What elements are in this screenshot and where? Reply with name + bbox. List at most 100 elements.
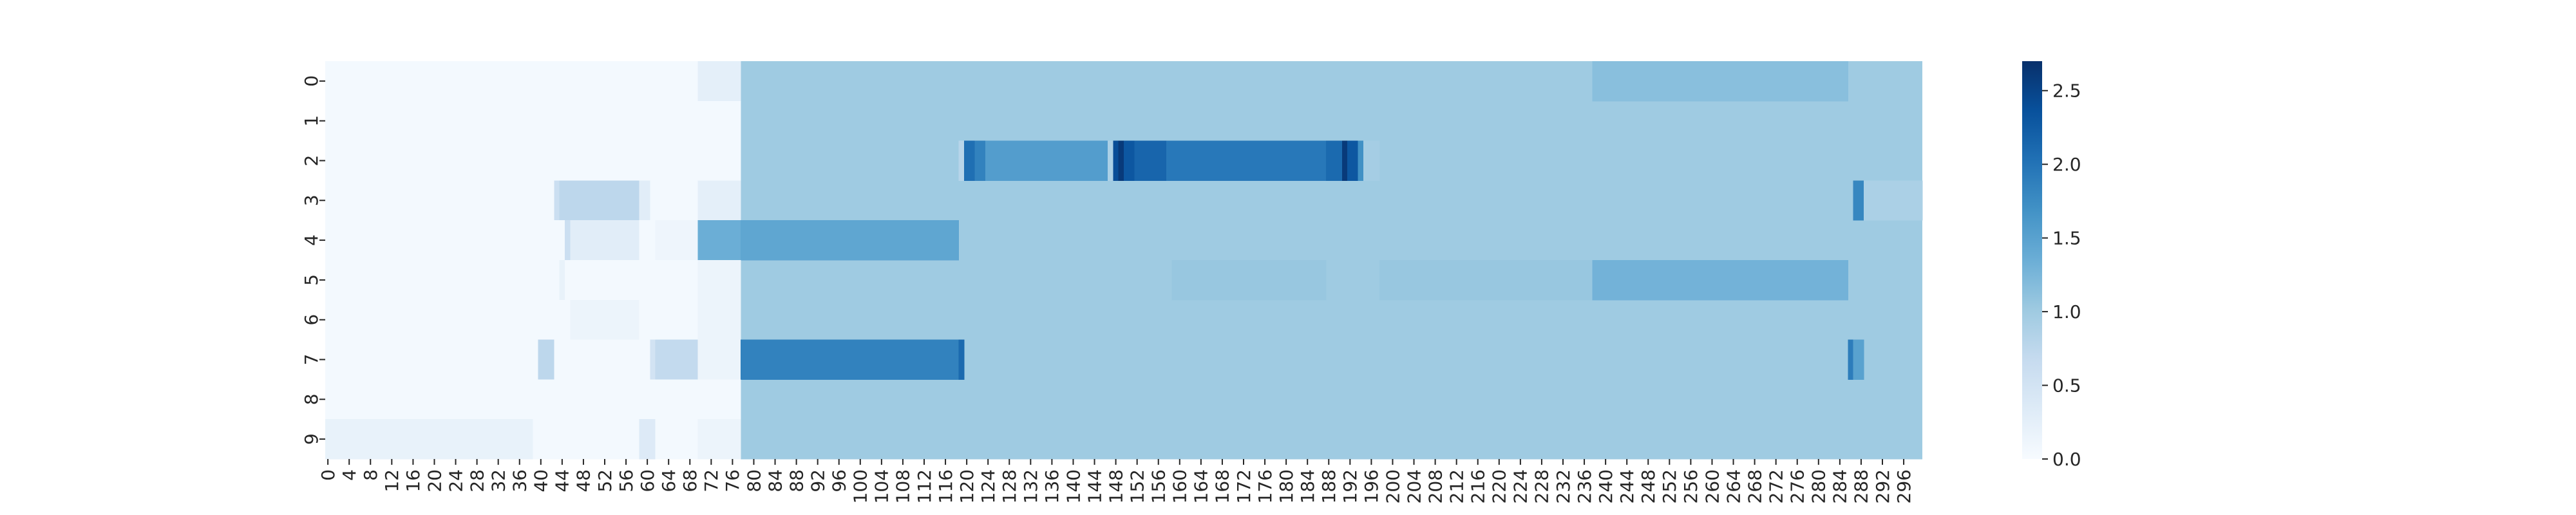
x-tick-label: 84 bbox=[764, 469, 786, 492]
x-tick-label: 260 bbox=[1701, 469, 1723, 503]
y-tick-label: 9 bbox=[301, 433, 322, 445]
x-tick-label: 8 bbox=[360, 469, 381, 481]
colorbar-tick-label: 0.0 bbox=[2052, 449, 2081, 470]
heatmap-cell bbox=[325, 100, 741, 142]
x-tick-label: 272 bbox=[1765, 469, 1786, 503]
heatmap-cell bbox=[325, 140, 741, 181]
x-tick-label: 52 bbox=[594, 469, 616, 492]
x-tick-label: 184 bbox=[1297, 469, 1318, 503]
heatmap-cell bbox=[325, 379, 741, 420]
heatmap-cell bbox=[325, 61, 699, 102]
x-tick-label: 152 bbox=[1126, 469, 1148, 503]
x-tick-label: 100 bbox=[850, 469, 871, 503]
heatmap-cell bbox=[697, 260, 741, 301]
x-tick-label: 292 bbox=[1872, 469, 1893, 503]
heatmap-cell bbox=[325, 299, 571, 341]
heatmap-cell bbox=[639, 419, 656, 460]
heatmap-cell bbox=[565, 220, 571, 261]
x-tick-label: 164 bbox=[1191, 469, 1212, 503]
heatmap-cell bbox=[697, 299, 741, 341]
x-tick-label: 4 bbox=[339, 469, 360, 481]
heatmap-cells bbox=[325, 61, 1923, 460]
x-tick-label: 268 bbox=[1744, 469, 1765, 503]
heatmap-cell bbox=[697, 180, 741, 221]
heatmap-cell bbox=[1108, 140, 1113, 181]
x-tick-label: 256 bbox=[1680, 469, 1701, 503]
heatmap-cell bbox=[554, 180, 560, 221]
y-tick-label: 7 bbox=[301, 354, 322, 366]
heatmap-cell bbox=[655, 339, 699, 380]
heatmap-cell bbox=[1171, 260, 1327, 301]
heatmap-cell bbox=[570, 299, 640, 341]
heatmap-cell bbox=[570, 220, 640, 261]
heatmap-cell bbox=[697, 339, 741, 380]
x-tick-label: 148 bbox=[1105, 469, 1126, 503]
x-tick-label: 276 bbox=[1787, 469, 1808, 503]
heatmap-cell bbox=[1166, 140, 1327, 181]
x-tick-label: 264 bbox=[1723, 469, 1744, 503]
heatmap-cell bbox=[1326, 140, 1343, 181]
heatmap-cell bbox=[697, 220, 741, 261]
x-tick-label: 96 bbox=[829, 469, 850, 492]
y-tick-label: 1 bbox=[301, 115, 322, 127]
x-tick-label: 212 bbox=[1446, 469, 1467, 503]
heatmap-cell bbox=[639, 299, 699, 341]
heatmap-cell bbox=[1848, 339, 1854, 380]
y-tick-label: 4 bbox=[301, 234, 322, 246]
heatmap-cell bbox=[325, 180, 554, 221]
heatmap-cell bbox=[1379, 260, 1593, 301]
heatmap-cell bbox=[985, 140, 1108, 181]
x-tick-label: 252 bbox=[1659, 469, 1680, 503]
y-tick-label: 5 bbox=[301, 274, 322, 286]
x-tick-label: 160 bbox=[1170, 469, 1191, 503]
heatmap-cell bbox=[655, 220, 699, 261]
x-tick-label: 180 bbox=[1276, 469, 1297, 503]
x-tick-label: 68 bbox=[679, 469, 701, 492]
x-tick-label: 92 bbox=[807, 469, 828, 492]
x-tick-label: 44 bbox=[552, 469, 573, 492]
heatmap-cell bbox=[958, 140, 965, 181]
heatmap-cell bbox=[650, 339, 656, 380]
x-tick-label: 20 bbox=[424, 469, 445, 492]
colorbar-tick-label: 2.5 bbox=[2052, 80, 2081, 102]
heatmap-cell bbox=[740, 220, 960, 261]
heatmap-cell bbox=[740, 339, 960, 380]
heatmap-cell bbox=[325, 339, 539, 380]
x-tick-label: 208 bbox=[1425, 469, 1446, 503]
x-tick-label: 116 bbox=[935, 469, 956, 503]
heatmap-cell bbox=[655, 419, 699, 460]
heatmap-cell bbox=[559, 260, 565, 301]
heatmap-cell bbox=[650, 180, 699, 221]
x-tick-label: 284 bbox=[1830, 469, 1851, 503]
heatmap-cell bbox=[538, 339, 554, 380]
x-tick-label: 76 bbox=[722, 469, 743, 492]
x-tick-label: 32 bbox=[488, 469, 509, 492]
heatmap-cell bbox=[697, 61, 741, 102]
heatmap-cell bbox=[1118, 140, 1124, 181]
x-tick-label: 236 bbox=[1574, 469, 1595, 503]
x-tick-label: 24 bbox=[445, 469, 466, 492]
x-tick-label: 16 bbox=[402, 469, 424, 492]
x-tick-label: 112 bbox=[914, 469, 935, 503]
heatmap-cell bbox=[554, 339, 650, 380]
x-tick-label: 228 bbox=[1531, 469, 1553, 503]
x-tick-label: 172 bbox=[1233, 469, 1255, 503]
x-axis: 0 4 8 12 16 20 24 28 32 36 40 44 48 52 56 60 64 68 72 76 80 8… bbox=[317, 459, 1915, 503]
x-tick-label: 48 bbox=[573, 469, 594, 492]
y-tick-label: 8 bbox=[301, 393, 322, 405]
x-tick-label: 220 bbox=[1489, 469, 1510, 503]
x-tick-label: 128 bbox=[999, 469, 1020, 503]
colorbar-tick-label: 1.5 bbox=[2052, 227, 2081, 248]
x-tick-label: 108 bbox=[893, 469, 914, 503]
x-tick-label: 120 bbox=[956, 469, 978, 503]
x-tick-label: 56 bbox=[616, 469, 637, 492]
heatmap-cell bbox=[325, 419, 533, 460]
x-tick-label: 132 bbox=[1020, 469, 1041, 503]
heatmap-cell bbox=[974, 140, 986, 181]
heatmap-cell bbox=[639, 180, 650, 221]
x-tick-label: 176 bbox=[1255, 469, 1276, 503]
x-tick-label: 80 bbox=[743, 469, 764, 492]
heatmap-cell bbox=[1134, 140, 1167, 181]
x-tick-label: 36 bbox=[509, 469, 531, 492]
heatmap-cell bbox=[1592, 61, 1848, 102]
